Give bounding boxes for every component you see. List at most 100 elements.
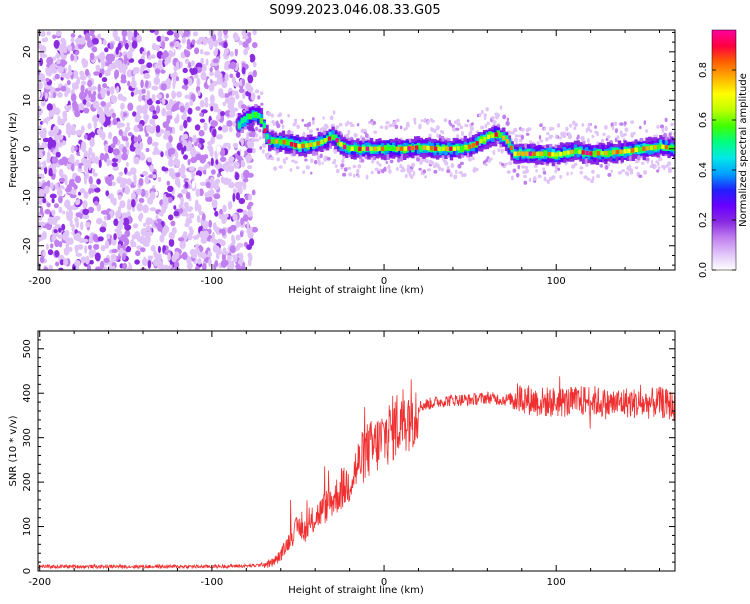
- heatmap-halo-speck: [425, 159, 429, 164]
- heatmap-core-cell: [604, 150, 608, 156]
- heatmap-noise-speck: [232, 213, 238, 222]
- heatmap-noise-speck: [44, 92, 48, 100]
- snr-frame: [37, 330, 676, 572]
- heatmap-halo-speck: [630, 120, 635, 124]
- heatmap-noise-speck: [138, 165, 144, 175]
- heatmap-noise-speck: [58, 206, 63, 214]
- heatmap-halo-speck: [663, 132, 668, 138]
- heatmap-halo-speck: [514, 134, 519, 138]
- heatmap-noise-speck: [125, 245, 132, 253]
- heatmap-halo-speck: [667, 161, 671, 167]
- heatmap-noise-speck: [141, 258, 148, 267]
- heatmap-halo-speck: [322, 116, 325, 120]
- heatmap-noise-speck: [246, 55, 251, 63]
- heatmap-noise-speck: [246, 221, 250, 230]
- heatmap-noise-speck: [84, 245, 88, 254]
- heatmap-halo-speck: [318, 161, 321, 166]
- heatmap-noise-speck: [229, 245, 236, 254]
- heatmap-noise-speck: [240, 137, 244, 147]
- heatmap-noise-speck: [136, 188, 142, 195]
- heatmap-noise-speck: [84, 109, 89, 114]
- heatmap-noise-speck: [203, 122, 208, 131]
- heatmap-noise-speck: [106, 233, 111, 240]
- heatmap-noise-speck: [201, 213, 206, 221]
- heatmap-noise-speck: [223, 48, 229, 55]
- heatmap-noise-speck: [164, 250, 168, 255]
- heatmap-halo-speck: [559, 175, 563, 179]
- heatmap-noise-speck: [197, 143, 202, 149]
- heatmap-noise-speck: [153, 76, 161, 86]
- heatmap-noise-speck: [134, 231, 141, 240]
- figure-title: S099.2023.046.08.33.G05: [269, 3, 440, 18]
- heatmap-core-cell: [388, 146, 392, 151]
- heatmap-halo-speck: [483, 113, 487, 117]
- heatmap-noise-speck: [51, 109, 57, 115]
- heatmap-noise-speck: [190, 157, 198, 164]
- heatmap-halo-speck: [471, 156, 475, 161]
- heatmap-noise-speck: [52, 91, 57, 99]
- heatmap-halo-speck: [259, 136, 262, 140]
- heatmap-halo-speck: [569, 123, 572, 128]
- heatmap-noise-speck: [103, 39, 107, 46]
- heatmap-halo-speck: [365, 174, 369, 180]
- heatmap-noise-speck: [228, 165, 235, 173]
- heatmap-halo-speck: [514, 137, 518, 142]
- heatmap-noise-speck: [118, 129, 123, 136]
- heatmap-halo-speck: [554, 164, 559, 170]
- heatmap-noise-speck: [181, 36, 186, 44]
- heatmap-halo-speck: [441, 130, 445, 135]
- heatmap-noise-speck: [208, 145, 214, 153]
- heatmap-halo-speck: [604, 125, 608, 130]
- heatmap-noise-speck: [115, 36, 119, 42]
- heatmap-noise-speck: [89, 52, 95, 61]
- heatmap-halo-speck: [508, 161, 513, 166]
- heatmap-noise-speck: [70, 93, 77, 102]
- heatmap-noise-speck: [88, 164, 92, 171]
- heatmap-halo-speck: [539, 139, 544, 143]
- heatmap-halo-speck: [456, 134, 460, 139]
- heatmap-halo-speck: [573, 122, 579, 128]
- heatmap-core-cell: [464, 145, 468, 150]
- heatmap-noise-speck: [92, 233, 99, 241]
- heatmap-noise-speck: [199, 137, 203, 144]
- heatmap-noise-speck: [200, 252, 207, 259]
- heatmap-noise-speck: [174, 177, 181, 187]
- heatmap-noise-speck: [88, 237, 94, 244]
- heatmap-noise-speck: [207, 189, 215, 195]
- heatmap-ridge-cell: [237, 122, 242, 129]
- heatmap-noise-speck: [247, 74, 254, 84]
- heatmap-noise-speck: [70, 53, 74, 62]
- heatmap-core-cell: [346, 145, 351, 151]
- heatmap-halo-speck: [266, 155, 270, 160]
- heatmap-noise-speck: [146, 94, 150, 100]
- heatmap-halo-speck: [561, 134, 567, 138]
- heatmap-noise-speck: [171, 126, 176, 135]
- heatmap-noise-speck: [219, 147, 226, 157]
- heatmap-halo-speck: [505, 121, 510, 126]
- heatmap-halo-speck: [515, 172, 520, 178]
- heatmap-halo-speck: [480, 109, 484, 115]
- snr-y-tick-label: 200: [22, 473, 33, 492]
- heatmap-noise-speck: [88, 157, 92, 162]
- heatmap-core-cell: [638, 147, 642, 152]
- heatmap-noise-speck: [196, 77, 201, 87]
- heatmap-noise-speck: [241, 149, 245, 157]
- heatmap-halo-speck: [254, 138, 260, 142]
- heatmap-halo-speck: [428, 133, 432, 138]
- heatmap-noise-speck: [139, 141, 144, 151]
- heatmap-noise-speck: [75, 220, 80, 228]
- heatmap-noise-speck: [228, 126, 233, 133]
- heatmap-halo-speck: [649, 164, 653, 168]
- heatmap-core-cell: [441, 146, 445, 151]
- heatmap-halo-speck: [404, 173, 408, 179]
- heatmap-halo-speck: [357, 174, 361, 178]
- heatmap-halo-speck: [266, 152, 270, 156]
- heatmap-core-cell: [271, 139, 275, 144]
- heatmap-halo-speck: [452, 127, 457, 132]
- heatmap-noise-speck: [130, 239, 135, 248]
- heatmap-noise-speck: [53, 229, 58, 234]
- heatmap-core-cell: [589, 151, 593, 156]
- heatmap-halo-speck: [639, 125, 642, 130]
- heatmap-halo-speck: [585, 162, 589, 167]
- heatmap-noise-speck: [111, 181, 116, 187]
